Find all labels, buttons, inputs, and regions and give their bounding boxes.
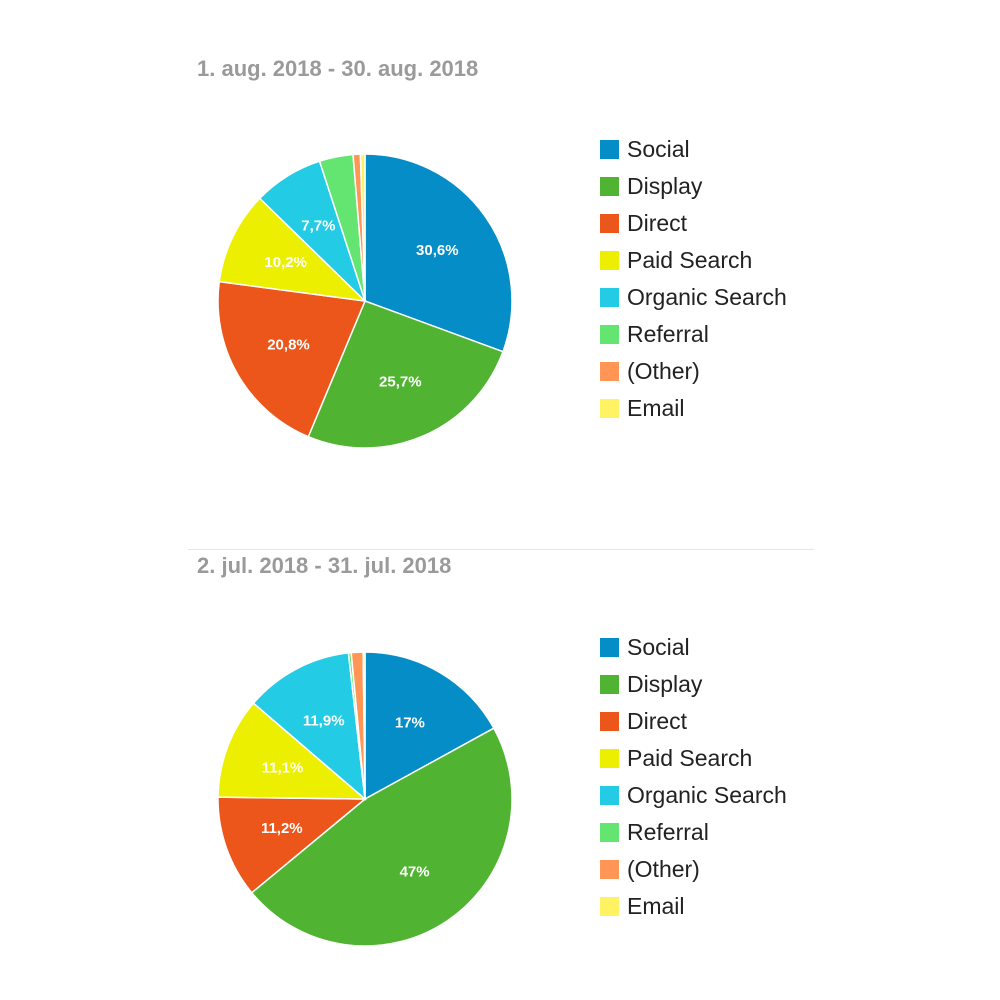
pie-slice-paid-search [218,197,368,303]
legend-label: Display [627,173,703,199]
chart-title: 1. aug. 2018 - 30. aug. 2018 [197,56,479,81]
legend-label: Organic Search [627,782,787,808]
legend-label: (Other) [627,358,700,384]
legend-swatch [600,823,619,842]
slice-label-display: 47% [400,863,430,880]
legend-swatch [600,288,619,307]
legend-swatch [600,177,619,196]
legend-label: Paid Search [627,247,753,273]
slice-label-social: 30,6% [416,242,459,259]
legend-label: Direct [627,708,688,734]
slice-label-organic-search: 11,9% [303,713,345,730]
legend-item-email[interactable]: Email [600,888,787,925]
legend-swatch [600,399,619,418]
pie-slice-email [359,153,366,302]
legend-label: Email [627,893,685,919]
slice-label-organic-search: 7,7% [301,218,335,235]
legend-item-display[interactable]: Display [600,666,787,703]
legend-swatch [600,251,619,270]
legend-swatch [600,749,619,768]
legend-label: Paid Search [627,745,753,771]
legend-item-direct[interactable]: Direct [600,205,787,242]
legend-item-referral[interactable]: Referral [600,814,787,851]
slice-label-direct: 11,2% [261,820,303,837]
chart-legend: Social Display Direct Paid Search Organic Se… [600,131,787,427]
slice-label-display: 25,7% [379,373,422,390]
slice-label-paid-search: 11,1% [262,759,304,776]
pie-slice-paid-search [217,702,368,800]
legend-swatch [600,362,619,381]
chart-title: 2. jul. 2018 - 31. jul. 2018 [197,553,452,578]
slice-label-paid-search: 10,2% [264,254,307,271]
pie-chart: 17% 47% 11,2% 11,1% 11,9% [217,651,513,947]
legend-swatch [600,214,619,233]
pie-slice-display [250,727,513,947]
legend-label: Display [627,671,703,697]
legend-item-paid-search[interactable]: Paid Search [600,242,787,279]
legend-swatch [600,675,619,694]
legend-item-social[interactable]: Social [600,131,787,168]
legend-label: Direct [627,210,688,236]
legend-swatch [600,638,619,657]
slice-label-direct: 20,8% [267,336,310,353]
legend-label: Referral [627,819,709,845]
chart-legend: Social Display Direct Paid Search Organic Se… [600,629,787,925]
legend-item-display[interactable]: Display [600,168,787,205]
legend-label: Social [627,634,690,660]
legend-item-referral[interactable]: Referral [600,316,787,353]
legend-label: Organic Search [627,284,787,310]
legend-label: Email [627,395,685,421]
pie-slice-organic-search [252,652,366,801]
legend-swatch [600,325,619,344]
legend-item-email[interactable]: Email [600,390,787,427]
slice-label-social: 17% [395,715,425,732]
legend-swatch [600,897,619,916]
legend-item-organic-search[interactable]: Organic Search [600,777,787,814]
pie-slice-direct [217,796,368,894]
pie-chart-panel-aug: 1. aug. 2018 - 30. aug. 2018 30,6% 25,7% 2… [197,56,787,449]
divider [188,549,814,550]
pie-slice-email [362,651,366,800]
legend-swatch [600,786,619,805]
legend-label: Referral [627,321,709,347]
legend-item-social[interactable]: Social [600,629,787,666]
legend-label: Social [627,136,690,162]
legend-item-other[interactable]: (Other) [600,353,787,390]
pie-slice-social [364,153,513,353]
legend-swatch [600,860,619,879]
pie-slice-display [307,300,504,449]
legend-swatch [600,140,619,159]
legend-item-other[interactable]: (Other) [600,851,787,888]
legend-item-organic-search[interactable]: Organic Search [600,279,787,316]
legend-swatch [600,712,619,731]
pie-chart-panel-jul: 2. jul. 2018 - 31. jul. 2018 17% 47% 11,2%… [0,498,1000,998]
pie-chart: 30,6% 25,7% 20,8% 10,2% 7,7% [217,153,513,449]
pie-slice-direct [217,280,367,438]
legend-item-paid-search[interactable]: Paid Search [600,740,787,777]
pie-slice-social [364,651,495,801]
legend-label: (Other) [627,856,700,882]
legend-item-direct[interactable]: Direct [600,703,787,740]
